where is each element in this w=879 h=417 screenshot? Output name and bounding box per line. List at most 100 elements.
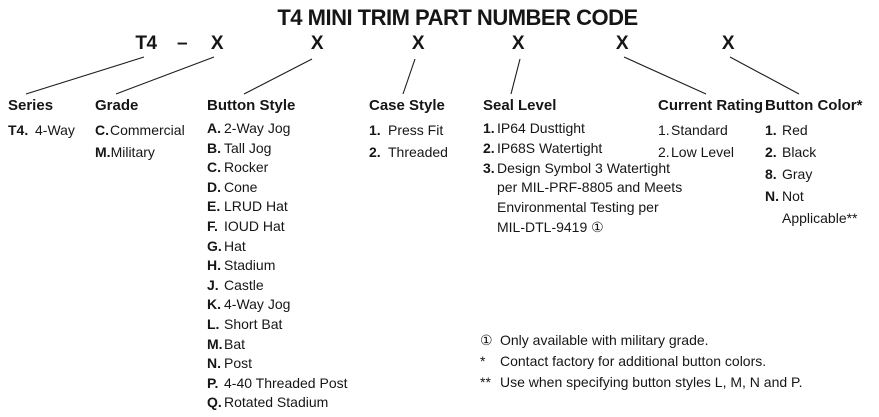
list-item: F. IOUD Hat (207, 217, 348, 237)
leader-line (623, 56, 707, 95)
list-item: C. Commercial (95, 119, 185, 141)
item-code: K. (207, 296, 221, 313)
list-item: 3. Design Symbol 3 Watertight per MIL-PRF… (483, 159, 682, 238)
footnote-marker: ** (480, 374, 491, 390)
item-code: 1. (765, 122, 777, 138)
column-grade: Grade C. Commercial M. Military (95, 96, 185, 163)
item-code: C. (95, 122, 109, 138)
footnote: ① Only available with military grade. (480, 330, 802, 351)
list-item: L. Short Bat (207, 315, 348, 335)
item-label: Rotated Stadium (224, 394, 329, 411)
item-label: Gray (782, 166, 813, 182)
item-label: Threaded (388, 144, 448, 160)
item-label: 2-Way Jog (224, 120, 291, 136)
list-item: Q. Rotated Stadium (207, 393, 348, 413)
leader-line (25, 56, 145, 95)
item-label: Tall Jog (224, 139, 272, 156)
list-item: P. 4-40 Threaded Post (207, 374, 348, 394)
item-code: H. (207, 257, 221, 274)
leader-line (402, 58, 416, 95)
item-code: D. (207, 178, 221, 195)
item-label: IOUD Hat (224, 217, 285, 234)
code-placeholder: X (511, 33, 525, 54)
item-code: 1. (369, 122, 381, 138)
item-code: J. (207, 276, 219, 293)
column-heading: Button Style (207, 97, 296, 114)
item-label: IP64 Dusttight (497, 120, 585, 136)
item-code: 8. (765, 166, 777, 182)
footnote-marker: ① (480, 332, 493, 348)
column-current-rating: Current Rating 1. Standard 2. Low Level (658, 96, 763, 163)
item-code: 1. (658, 122, 670, 138)
column-items: T4. 4-Way (8, 119, 75, 141)
column-items: 1. Red 2. Black 8. Gray N. Not Applicable** (765, 119, 879, 229)
list-item: T4. 4-Way (8, 119, 75, 141)
item-code: 2. (658, 144, 670, 160)
item-label: IP68S Watertight (497, 139, 603, 156)
item-code: M. (207, 335, 223, 352)
item-code: A. (207, 120, 221, 136)
column-items: 1. IP64 Dusttight 2. IP68S Watertight 3. Desi… (483, 119, 682, 238)
footnote: * Contact factory for additional button c… (480, 351, 802, 372)
list-item: M. Bat (207, 335, 348, 355)
item-code: C. (207, 159, 221, 176)
list-item: B. Tall Jog (207, 139, 348, 159)
item-label: 4-40 Threaded Post (224, 374, 348, 391)
column-seal-level: Seal Level 1. IP64 Dusttight 2. IP68S Water… (483, 96, 682, 238)
list-item: H. Stadium (207, 256, 348, 276)
footnote-text: Use when specifying button styles L, M, … (500, 374, 803, 390)
item-code: 2. (765, 144, 777, 160)
list-item: G. Hat (207, 237, 348, 257)
footnote: ** Use when specifying button styles L, M… (480, 372, 802, 393)
item-code: N. (765, 188, 779, 204)
item-code: M. (95, 144, 111, 160)
list-item: 2. Black (765, 141, 879, 163)
item-code: 1. (483, 120, 495, 136)
dash: – (176, 33, 188, 54)
column-items: 1. Press Fit 2. Threaded (369, 119, 448, 163)
item-label: Stadium (224, 257, 276, 274)
item-label: Low Level (671, 144, 735, 160)
code-placeholder: X (721, 33, 735, 54)
column-heading: Case Style (369, 97, 445, 114)
list-item: 8. Gray (765, 163, 879, 185)
list-item: 1. Standard (658, 119, 763, 141)
item-code: Q. (207, 394, 222, 411)
item-label: Commercial (110, 122, 185, 138)
list-item: D. Cone (207, 178, 348, 198)
column-case-style: Case Style 1. Press Fit 2. Threaded (369, 96, 448, 163)
item-code: B. (207, 139, 221, 156)
column-heading: Series (8, 97, 54, 114)
list-item: C. Rocker (207, 158, 348, 178)
column-series: Series T4. 4-Way (8, 96, 75, 141)
column-heading: Grade (95, 97, 139, 114)
list-item: M. Military (95, 141, 185, 163)
item-code: 2. (369, 144, 381, 160)
item-label: 4-Way (35, 122, 75, 138)
leader-line (510, 58, 521, 95)
list-item: A. 2-Way Jog (207, 119, 348, 139)
column-heading: Button Color* (765, 97, 863, 114)
footnote-marker: * (480, 353, 486, 369)
leader-line (115, 56, 215, 95)
code-placeholder: X (615, 33, 629, 54)
code-placeholder: X (411, 33, 425, 54)
list-item: 1. IP64 Dusttight (483, 119, 682, 139)
column-heading: Current Rating (658, 97, 763, 114)
item-code: 2. (483, 139, 495, 156)
column-button-style: Button Style A. 2-Way Jog B. Tall Jog C. Rock… (207, 96, 348, 413)
list-item: N. Post (207, 354, 348, 374)
item-code: T4. (8, 122, 29, 138)
item-label: Post (224, 355, 253, 372)
item-label: Bat (224, 335, 246, 352)
leader-line (243, 58, 313, 95)
part-prefix: T4 (135, 33, 157, 54)
item-label: LRUD Hat (224, 198, 288, 215)
footnote-text: Only available with military grade. (500, 332, 709, 348)
item-label: Standard (671, 122, 728, 138)
list-item: 1. Press Fit (369, 119, 448, 141)
list-item: 2. IP68S Watertight (483, 139, 682, 159)
item-code: L. (207, 315, 220, 332)
item-label: Design Symbol 3 Watertight per MIL-PRF-8… (497, 159, 683, 235)
